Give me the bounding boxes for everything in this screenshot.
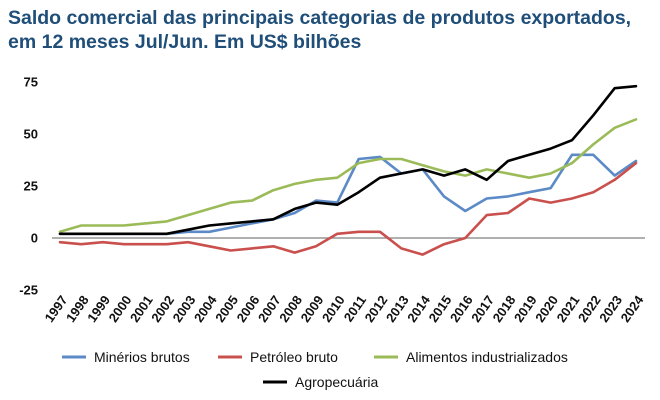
x-axis: 1997199819992000200120022003200420052006… <box>42 292 647 325</box>
x-tick-label: 2005 <box>212 293 241 325</box>
x-tick-label: 2013 <box>383 293 412 325</box>
series-line <box>58 161 638 256</box>
legend: Minérios brutos Petróleo bruto Alimentos i… <box>62 349 568 390</box>
y-tick-label: -25 <box>19 283 38 298</box>
y-tick-label: 75 <box>24 75 38 90</box>
legend-label: Petróleo bruto <box>250 349 338 365</box>
x-tick-label: 2003 <box>170 293 199 325</box>
series-line <box>58 118 638 234</box>
x-tick-label: 2012 <box>362 293 391 325</box>
legend-label: Agropecuária <box>295 374 378 390</box>
x-tick-label: 2006 <box>234 293 263 325</box>
x-tick-label: 2018 <box>490 293 519 325</box>
series-line <box>58 153 638 236</box>
series-layer <box>58 84 638 256</box>
x-tick-label: 2024 <box>618 292 647 325</box>
x-tick-label: 2009 <box>298 293 327 325</box>
x-tick-label: 2007 <box>255 293 284 325</box>
y-tick-label: 0 <box>31 231 38 246</box>
chart-title: Saldo comercial das principais categoria… <box>8 6 653 54</box>
series-line <box>58 84 638 236</box>
chart-title-line-1: Saldo comercial das principais categoria… <box>8 7 632 29</box>
legend-label: Minérios brutos <box>94 349 190 365</box>
y-tick-label: 25 <box>24 179 38 194</box>
x-tick-label: 1998 <box>63 293 92 325</box>
x-tick-label: 2016 <box>447 293 476 325</box>
x-tick-label: 2022 <box>575 293 604 325</box>
x-tick-label: 2015 <box>426 293 455 325</box>
chart-title-line-2: em 12 meses Jul/Jun. Em US$ bilhões <box>8 31 362 53</box>
x-tick-label: 2017 <box>468 293 497 325</box>
x-tick-label: 2023 <box>596 293 625 325</box>
x-tick-label: 2001 <box>127 293 156 325</box>
x-tick-label: 2021 <box>554 293 583 325</box>
y-tick-label: 50 <box>24 127 38 142</box>
legend-label: Alimentos industrializados <box>406 349 568 365</box>
x-tick-label: 1999 <box>84 293 113 325</box>
x-tick-label: 2000 <box>106 293 135 325</box>
y-axis: 75 50 25 0 -25 <box>19 75 38 298</box>
x-tick-label: 2002 <box>148 293 177 325</box>
x-tick-label: 2010 <box>319 293 348 325</box>
x-tick-label: 2020 <box>532 293 561 325</box>
x-tick-label: 2019 <box>511 293 540 325</box>
x-tick-label: 2008 <box>276 293 305 325</box>
x-tick-label: 1997 <box>42 293 71 325</box>
